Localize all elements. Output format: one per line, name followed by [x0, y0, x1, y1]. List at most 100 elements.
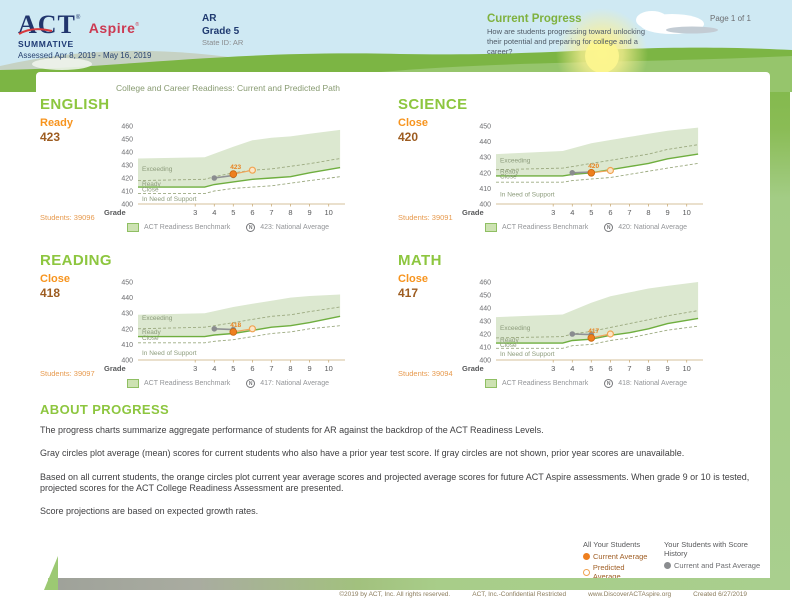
subject-title: ENGLISH [40, 96, 110, 113]
svg-text:Ready: Ready [500, 337, 520, 344]
svg-text:450: 450 [121, 137, 133, 144]
grade-label: Grade 5 [202, 25, 240, 37]
chart-legend: ACT Readiness Benchmark N 423: National … [102, 223, 354, 232]
students-count: Students: 39091 [398, 213, 453, 222]
subject-panel-reading: READING Close 418 Students: 39097 Exceed… [40, 252, 372, 408]
svg-text:6: 6 [250, 364, 254, 373]
svg-text:410: 410 [479, 345, 491, 352]
svg-text:420: 420 [479, 170, 491, 177]
svg-text:3: 3 [551, 364, 555, 373]
subject-title: READING [40, 252, 112, 269]
svg-text:10: 10 [325, 208, 333, 217]
svg-text:8: 8 [646, 208, 650, 217]
students-count: Students: 39094 [398, 369, 453, 378]
footer-copyright: ©2019 by ACT, Inc. All rights reserved. [339, 591, 451, 598]
national-average-label: 423: National Average [260, 224, 329, 231]
svg-text:6: 6 [250, 208, 254, 217]
about-paragraph-1: The progress charts summarize aggregate … [40, 425, 544, 435]
subject-title: MATH [398, 252, 442, 269]
svg-text:450: 450 [479, 124, 491, 131]
legend-history-title: Your Students with Score History [663, 540, 748, 558]
svg-text:8: 8 [646, 364, 650, 373]
legend-all-students-title: All Your Students [583, 540, 641, 549]
subject-panel-science: SCIENCE Close 420 Students: 39091 Exceed… [398, 96, 730, 252]
report-footer: ©2019 by ACT, Inc. All rights reserved. … [339, 591, 747, 598]
act-logo-reg: ® [75, 15, 81, 21]
svg-text:Close: Close [500, 342, 517, 349]
svg-text:400: 400 [121, 202, 133, 209]
aspire-logo-text: Aspire [88, 20, 136, 36]
svg-text:8: 8 [288, 208, 292, 217]
svg-text:Exceeding: Exceeding [142, 166, 173, 173]
legend-history-column: Your Students with Score History Current… [663, 540, 770, 583]
act-aspire-logo: ACT® Aspire® [18, 12, 139, 38]
past-average-dot-icon [663, 562, 671, 569]
report-legend: All Your Students Current Average Predic… [583, 540, 770, 583]
svg-text:In Need of Support: In Need of Support [500, 192, 555, 199]
svg-text:440: 440 [121, 295, 133, 302]
svg-text:400: 400 [479, 202, 491, 209]
about-paragraph-4: Score projections are based on expected … [40, 506, 259, 516]
assessed-dates: Assessed Apr 8, 2019 - May 16, 2019 [18, 51, 152, 60]
svg-text:7: 7 [627, 208, 631, 217]
svg-text:410: 410 [121, 342, 133, 349]
footer-created: Created 6/27/2019 [693, 591, 747, 598]
svg-text:Ready: Ready [500, 169, 520, 176]
svg-text:430: 430 [121, 311, 133, 318]
svg-text:417: 417 [588, 328, 599, 335]
svg-text:4: 4 [212, 208, 216, 217]
act-logo-swoosh-icon [18, 28, 53, 35]
svg-text:420: 420 [121, 176, 133, 183]
svg-text:3: 3 [551, 208, 555, 217]
cloud-icon [636, 11, 718, 34]
svg-text:460: 460 [121, 124, 133, 131]
progress-title: Current Progress [487, 13, 582, 25]
progress-chart-reading: Exceeding Ready Close In Need of Support 450… [102, 276, 354, 376]
footer-confidential: ACT, Inc.-Confidential Restricted [472, 591, 567, 598]
green-bottom-band [58, 578, 790, 590]
benchmark-label: ACT Readiness Benchmark [501, 224, 589, 231]
chart-legend: ACT Readiness Benchmark N 418: National … [460, 379, 712, 388]
svg-text:Grade: Grade [462, 364, 484, 373]
svg-text:9: 9 [666, 364, 670, 373]
svg-text:6: 6 [608, 208, 612, 217]
benchmark-label: ACT Readiness Benchmark [501, 380, 589, 387]
svg-text:3: 3 [193, 208, 197, 217]
progress-subtitle: How are students progressing toward unlo… [487, 27, 646, 56]
predicted-average-label: Predicted Average [592, 563, 625, 581]
benchmark-swatch-icon [126, 379, 139, 388]
svg-text:7: 7 [627, 364, 631, 373]
benchmark-label: ACT Readiness Benchmark [143, 224, 231, 231]
svg-text:430: 430 [479, 319, 491, 326]
progress-chart-math: Exceeding Ready Close In Need of Support 460… [460, 276, 712, 376]
svg-text:Close: Close [500, 174, 517, 181]
about-paragraph-2: Gray circles plot average (mean) scores … [40, 448, 685, 459]
readiness-level: Ready [40, 117, 74, 129]
benchmark-swatch-icon [484, 379, 497, 388]
svg-text:9: 9 [666, 208, 670, 217]
chart-legend: ACT Readiness Benchmark N 417: National … [102, 379, 354, 388]
svg-text:In Need of Support: In Need of Support [142, 350, 197, 357]
average-score: 417 [398, 286, 419, 300]
svg-text:3: 3 [193, 364, 197, 373]
svg-text:8: 8 [288, 364, 292, 373]
current-average-dot-icon [583, 553, 590, 560]
svg-text:In Need of Support: In Need of Support [500, 351, 555, 358]
page-number: Page 1 of 1 [710, 14, 751, 23]
svg-text:420: 420 [588, 163, 599, 170]
act-logo-text: ACT [18, 10, 76, 39]
students-count: Students: 39096 [40, 213, 95, 222]
svg-text:Exceeding: Exceeding [500, 157, 531, 164]
progress-chart-english: Exceeding Ready Close In Need of Support 460… [102, 120, 354, 220]
svg-text:5: 5 [231, 208, 235, 217]
svg-text:10: 10 [683, 208, 691, 217]
predicted-average-dot-icon [583, 568, 590, 576]
svg-text:Grade: Grade [104, 208, 126, 217]
svg-text:9: 9 [308, 364, 312, 373]
svg-text:450: 450 [479, 293, 491, 300]
svg-text:Grade: Grade [462, 208, 484, 217]
national-average-icon: N [604, 379, 614, 388]
svg-text:4: 4 [570, 208, 574, 217]
national-average-icon: N [246, 379, 256, 388]
average-score: 423 [40, 130, 61, 144]
